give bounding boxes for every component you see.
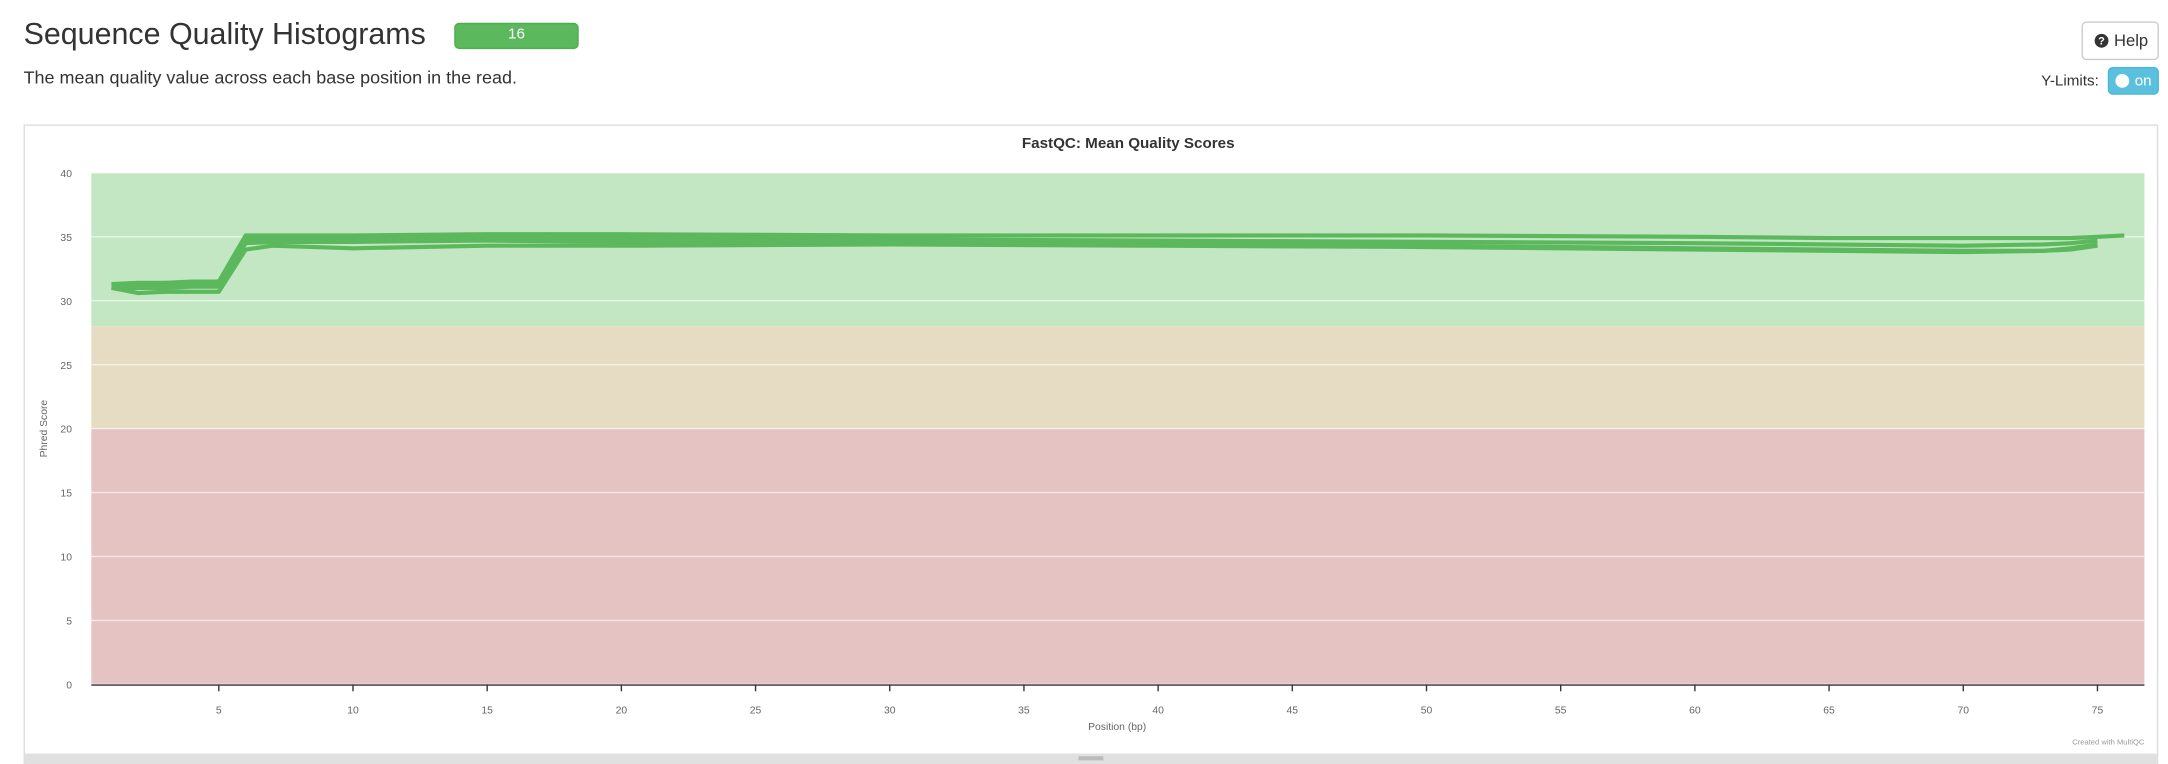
description: The mean quality value across each base … <box>24 68 517 88</box>
x-tick-label: 20 <box>616 705 628 716</box>
y-tick-label: 30 <box>60 297 72 308</box>
series-line <box>111 242 2098 296</box>
chart-title: FastQC: Mean Quality Scores <box>1022 135 1235 152</box>
y-tick-label: 35 <box>60 233 72 244</box>
y-tick-label: 5 <box>66 617 72 628</box>
series-line <box>111 234 2098 288</box>
x-tick-label: 15 <box>481 705 493 716</box>
x-tick-label: 45 <box>1287 705 1299 716</box>
help-text: Help <box>2114 31 2148 50</box>
y-tick-label: 20 <box>60 425 72 436</box>
x-tick-label: 70 <box>1957 705 1969 716</box>
y-tick-label: 0 <box>66 680 72 691</box>
help-box[interactable] <box>2081 21 2159 61</box>
toggle-text: on <box>2135 73 2152 90</box>
y-tick-label: 40 <box>60 169 72 180</box>
series-line <box>111 232 2125 287</box>
resize-handle[interactable] <box>1078 756 1104 761</box>
x-tick-label: 40 <box>1152 705 1164 716</box>
x-tick-label: 35 <box>1018 705 1030 716</box>
badge <box>454 22 579 50</box>
y-tick-label: 15 <box>60 489 72 500</box>
section-title: Sequence Quality Histograms <box>24 17 426 51</box>
credit: Created with MultiQC <box>2072 737 2145 746</box>
y-tick-label: 25 <box>60 361 72 372</box>
x-tick-label: 75 <box>2092 705 2104 716</box>
x-tick-label: 10 <box>347 705 359 716</box>
toggle-knob <box>2115 73 2130 88</box>
ylimits-toggle[interactable]: on <box>2107 67 2159 95</box>
help-icon <box>2094 33 2109 48</box>
x-tick-label: 50 <box>1421 705 1433 716</box>
help-icon-mark: ? <box>2098 35 2105 47</box>
x-tick-label: 65 <box>1823 705 1835 716</box>
x-tick-label: 60 <box>1689 705 1701 716</box>
x-axis-label: Position (bp) <box>1088 722 1146 733</box>
badge-text: 16 <box>508 26 525 43</box>
x-tick-label: 30 <box>884 705 896 716</box>
y-axis-label: Phred Score <box>39 400 50 458</box>
help-button[interactable]: ? Help <box>2081 21 2159 61</box>
x-tick-label: 55 <box>1555 705 1567 716</box>
x-tick-label: 5 <box>216 705 222 716</box>
x-tick-label: 25 <box>750 705 762 716</box>
plot-band <box>91 326 2145 429</box>
y-tick-label: 10 <box>60 553 72 564</box>
ylimits-label: Y-Limits: <box>2041 73 2099 90</box>
